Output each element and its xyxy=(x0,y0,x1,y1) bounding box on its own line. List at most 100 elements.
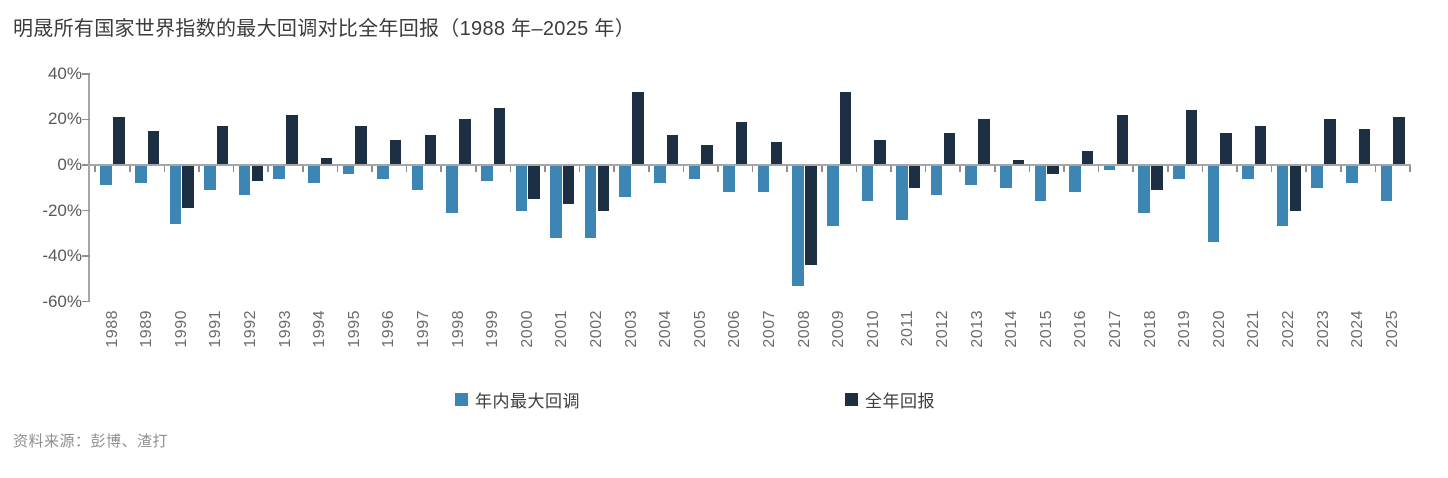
x-tick xyxy=(1063,166,1065,172)
bar-return-2003 xyxy=(632,92,644,165)
x-label-2011: 2011 xyxy=(899,310,917,347)
x-tick xyxy=(1270,166,1273,172)
bar-return-2022 xyxy=(1289,165,1301,211)
bar-return-1996 xyxy=(389,139,402,165)
bar-return-1997 xyxy=(424,135,436,165)
x-label-1997: 1997 xyxy=(414,310,432,348)
bar-drawdown-2016 xyxy=(1069,165,1081,193)
bar-drawdown-1989 xyxy=(135,165,147,184)
x-label-1994: 1994 xyxy=(311,310,329,348)
y-tick--60% xyxy=(82,300,90,303)
x-tick xyxy=(751,166,754,172)
x-label-2003: 2003 xyxy=(622,310,640,348)
x-tick xyxy=(855,166,858,172)
x-label-2021: 2021 xyxy=(1245,310,1263,348)
bar-return-2023 xyxy=(1324,119,1336,165)
bar-return-1999 xyxy=(493,108,506,165)
bar-return-1998 xyxy=(459,119,471,165)
x-label-1993: 1993 xyxy=(276,310,294,348)
x-tick xyxy=(267,166,269,172)
bar-return-1988 xyxy=(113,117,125,165)
bar-return-2008 xyxy=(805,165,817,266)
bar-drawdown-2017 xyxy=(1103,165,1116,170)
bar-drawdown-2012 xyxy=(930,165,943,195)
y-tick-label: -20% xyxy=(42,200,82,220)
x-tick xyxy=(924,166,927,172)
x-tick xyxy=(1167,166,1169,172)
x-label-2004: 2004 xyxy=(657,310,675,348)
x-tick xyxy=(1409,166,1411,172)
bar-drawdown-1996 xyxy=(377,165,389,179)
bar-drawdown-2008 xyxy=(792,165,804,286)
x-tick xyxy=(232,166,235,172)
x-label-2006: 2006 xyxy=(726,310,744,348)
return-swatch-icon xyxy=(845,393,858,406)
bar-drawdown-2020 xyxy=(1207,165,1220,243)
x-tick xyxy=(302,166,304,172)
x-tick xyxy=(1236,166,1238,172)
x-tick xyxy=(405,166,408,172)
bar-drawdown-2023 xyxy=(1311,165,1323,188)
x-tick xyxy=(544,166,546,172)
bar-return-1994 xyxy=(320,158,333,165)
x-label-2024: 2024 xyxy=(1349,310,1367,348)
x-tick xyxy=(163,166,166,172)
bar-drawdown-2018 xyxy=(1138,165,1150,213)
bar-return-1992 xyxy=(251,165,263,181)
x-tick xyxy=(1340,166,1342,172)
bar-drawdown-2019 xyxy=(1173,165,1185,179)
bar-drawdown-1992 xyxy=(238,165,251,195)
bar-drawdown-2001 xyxy=(550,165,562,238)
y-tick-40% xyxy=(82,73,90,75)
bar-drawdown-2005 xyxy=(688,165,701,179)
bar-drawdown-2015 xyxy=(1034,165,1047,202)
x-label-2010: 2010 xyxy=(864,310,882,348)
bar-drawdown-1998 xyxy=(446,165,458,213)
bar-return-2006 xyxy=(735,121,748,165)
x-label-1992: 1992 xyxy=(241,310,259,348)
y-tick--40% xyxy=(82,255,90,257)
x-tick xyxy=(1028,166,1031,172)
bar-return-2001 xyxy=(562,165,575,204)
x-tick xyxy=(821,166,823,172)
x-tick xyxy=(1201,166,1204,172)
bar-return-2025 xyxy=(1393,117,1405,165)
y-tick--20% xyxy=(82,209,90,212)
x-tick xyxy=(336,166,339,172)
x-tick xyxy=(578,166,581,172)
x-label-2017: 2017 xyxy=(1106,310,1124,348)
source-note: 资料来源：彭博、渣打 xyxy=(13,433,169,450)
x-label-1990: 1990 xyxy=(172,310,190,348)
bar-drawdown-2014 xyxy=(1000,165,1012,188)
bar-return-2015 xyxy=(1047,165,1059,175)
chart-title: 明晟所有国家世界指数的最大回调对比全年回报（1988 年–2025 年） xyxy=(13,18,636,40)
bar-return-2007 xyxy=(770,142,782,165)
bar-drawdown-1994 xyxy=(308,165,320,184)
y-tick-label: 20% xyxy=(47,109,82,129)
y-tick-label: 0% xyxy=(57,155,82,174)
x-label-2005: 2005 xyxy=(691,310,709,348)
y-tick-20% xyxy=(82,118,90,121)
bar-return-1991 xyxy=(216,126,229,165)
legend-item-drawdown: 年内最大回调 xyxy=(455,387,580,412)
y-tick-0% xyxy=(82,164,90,166)
x-tick xyxy=(786,166,788,172)
legend-label-drawdown: 年内最大回调 xyxy=(475,392,580,411)
bar-return-2021 xyxy=(1254,126,1267,165)
x-label-2015: 2015 xyxy=(1037,310,1055,348)
x-tick xyxy=(129,166,131,172)
x-label-2009: 2009 xyxy=(830,310,848,348)
x-tick xyxy=(682,166,685,172)
bar-drawdown-2007 xyxy=(757,165,770,193)
y-tick-label: 40% xyxy=(47,63,82,83)
x-label-1998: 1998 xyxy=(449,310,467,348)
x-tick xyxy=(1132,166,1134,172)
bar-drawdown-2011 xyxy=(896,165,908,220)
y-tick-label: -40% xyxy=(42,246,82,266)
x-label-1988: 1988 xyxy=(103,310,121,348)
bar-drawdown-2010 xyxy=(861,165,874,202)
bar-return-1995 xyxy=(355,126,367,165)
bar-return-2009 xyxy=(839,92,852,165)
bar-return-2014 xyxy=(1012,160,1025,165)
